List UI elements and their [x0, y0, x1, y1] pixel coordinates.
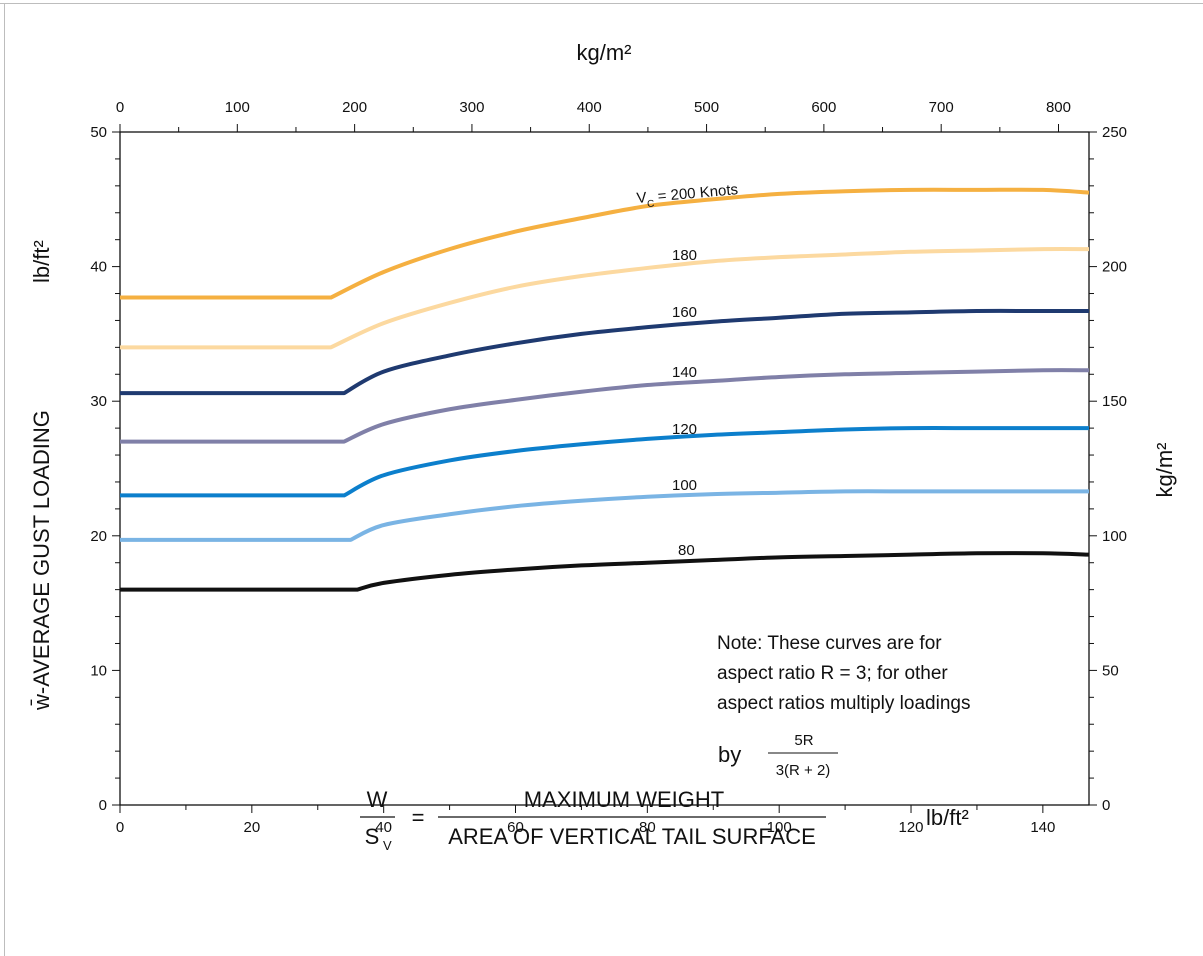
- note-line-3: aspect ratios multiply loadings: [717, 693, 970, 714]
- curve-labels: VC = 200 Knots 180 160 140 120 100 80: [636, 181, 739, 559]
- y-tick-label: 0: [99, 797, 107, 814]
- note-frac-bottom: 3(R + 2): [776, 762, 831, 779]
- curve-label-100: 100: [672, 477, 697, 494]
- x-tick-label: 80: [639, 819, 656, 836]
- y2-tick-label: 150: [1102, 393, 1127, 410]
- y2-tick-label: 100: [1102, 528, 1127, 545]
- y2-tick-label: 50: [1102, 662, 1119, 679]
- series-line-80: [120, 551, 1090, 592]
- bottom-axis-title: W S V = MAXIMUM WEIGHT AREA OF VERTICAL …: [360, 787, 969, 853]
- x2-tick-label: 400: [577, 99, 602, 116]
- left-axis-title: w̄-AVERAGE GUST LOADING: [29, 410, 54, 711]
- series-line-180: [120, 247, 1090, 350]
- x-axis-top-ticks: 0 100 200 300 400 500 600 700 800: [116, 99, 1071, 132]
- x2-tick-label: 800: [1046, 99, 1071, 116]
- curve-label-80: 80: [678, 542, 695, 559]
- y-tick-label: 50: [90, 124, 107, 141]
- note-by: by: [718, 742, 741, 767]
- x2-tick-label: 600: [811, 99, 836, 116]
- y-tick-label: 10: [90, 662, 107, 679]
- series-lines: [120, 187, 1090, 592]
- series-line-100: [120, 489, 1089, 542]
- formula-w-top: W: [367, 787, 388, 812]
- y2-tick-label: 200: [1102, 259, 1127, 276]
- x-tick-label: 20: [243, 819, 260, 836]
- x-tick-label: 60: [507, 819, 524, 836]
- x2-tick-label: 500: [694, 99, 719, 116]
- x2-tick-label: 700: [929, 99, 954, 116]
- left-axis-unit: lb/ft²: [29, 240, 54, 283]
- series-line-140: [120, 368, 1090, 444]
- curve-label-160: 160: [672, 304, 697, 321]
- top-axis-title: kg/m²: [577, 40, 632, 65]
- x2-tick-label: 0: [116, 99, 124, 116]
- note-block: Note: These curves are for aspect ratio …: [717, 633, 970, 779]
- y-axis-left-ticks: 0 10 20 30 40 50: [90, 124, 120, 814]
- right-axis-title: kg/m²: [1152, 443, 1177, 498]
- plot-frame: [119, 131, 1090, 806]
- curve-label-120: 120: [672, 421, 697, 438]
- curve-label-200: VC = 200 Knots: [636, 181, 739, 211]
- formula-s-sub: V: [383, 838, 392, 853]
- x-tick-label: 100: [767, 819, 792, 836]
- x-axis-bottom-ticks: 0 20 40 60 80 100 120 140: [116, 805, 1055, 836]
- note-line-1: Note: These curves are for: [717, 633, 942, 654]
- series-line-160: [120, 308, 1089, 396]
- y-tick-label: 20: [90, 528, 107, 545]
- note-frac-top: 5R: [794, 732, 813, 749]
- formula-bottom: AREA OF VERTICAL TAIL SURFACE: [448, 824, 816, 849]
- x-tick-label: 0: [116, 819, 124, 836]
- x-tick-label: 140: [1030, 819, 1055, 836]
- series-line-200: [120, 187, 1090, 300]
- series-line-120: [120, 426, 1089, 498]
- x-tick-label: 40: [375, 819, 392, 836]
- y-axis-right-ticks: 0 50 100 150 200 250: [1089, 124, 1127, 814]
- bottom-axis-unit: lb/ft²: [926, 805, 969, 830]
- x2-tick-label: 300: [459, 99, 484, 116]
- x-tick-label: 120: [899, 819, 924, 836]
- x2-tick-label: 200: [342, 99, 367, 116]
- formula-equals: =: [412, 805, 425, 830]
- formula-s: S: [365, 824, 380, 849]
- y2-tick-label: 0: [1102, 797, 1110, 814]
- curve-label-180: 180: [672, 247, 697, 264]
- curve-label-140: 140: [672, 364, 697, 381]
- y-tick-label: 40: [90, 259, 107, 276]
- y-tick-label: 30: [90, 393, 107, 410]
- y2-tick-label: 250: [1102, 124, 1127, 141]
- x2-tick-label: 100: [225, 99, 250, 116]
- formula-top: MAXIMUM WEIGHT: [524, 787, 724, 812]
- note-line-2: aspect ratio R = 3; for other: [717, 663, 948, 684]
